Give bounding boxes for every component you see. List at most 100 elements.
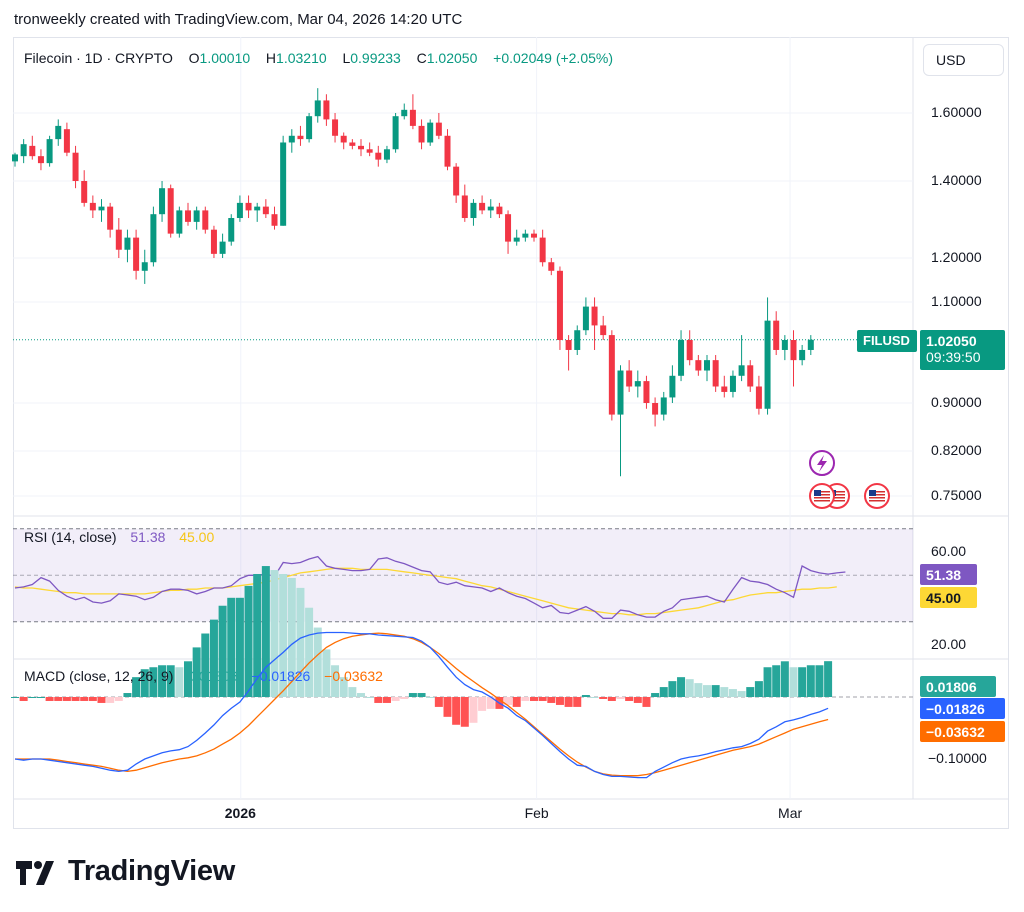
chart-frame xyxy=(13,37,1009,829)
macd-histogram-bar xyxy=(313,627,322,697)
price-axis-label: 1.20000 xyxy=(931,249,982,265)
flag-canton xyxy=(814,490,821,496)
price-axis-label: 0.82000 xyxy=(931,442,982,458)
macd-histogram-bar xyxy=(659,687,668,697)
candle xyxy=(254,206,261,211)
macd-histogram-bar xyxy=(478,697,487,711)
flag-stripe xyxy=(869,500,885,502)
symbol-legend[interactable]: Filecoin · 1D · CRYPTO O1.00010 H1.03210… xyxy=(24,50,613,66)
macd-histogram-bar xyxy=(443,697,452,717)
macd-histogram-bar xyxy=(469,697,478,723)
macd-histogram-bar xyxy=(651,693,660,697)
candle xyxy=(383,149,390,160)
candle xyxy=(729,375,736,392)
macd-histogram-bar xyxy=(270,570,279,697)
candle xyxy=(695,360,702,371)
candle xyxy=(678,340,685,376)
macd-histogram-bar xyxy=(737,691,746,697)
candle xyxy=(539,237,546,263)
macd-histogram-bar xyxy=(227,597,236,697)
tradingview-logo[interactable]: TradingView xyxy=(16,855,235,888)
candle xyxy=(271,214,278,226)
macd-legend-signal: −0.03632 xyxy=(324,668,383,684)
candle xyxy=(55,125,62,140)
macd-histogram-bar xyxy=(88,697,97,701)
candle xyxy=(747,365,754,387)
currency-button[interactable]: USD xyxy=(923,44,1004,76)
last-price-tag: 1.02050 09:39:50 xyxy=(920,330,1005,370)
candle xyxy=(29,145,36,157)
candle xyxy=(288,135,295,143)
macd-histogram-bar xyxy=(365,697,374,698)
time-axis-label: Mar xyxy=(778,805,803,821)
macd-histogram-bar xyxy=(486,697,495,709)
macd-histogram-bar xyxy=(512,697,521,707)
macd-histogram-bar xyxy=(322,649,331,697)
macd-histogram-bar xyxy=(763,667,772,697)
macd-histogram-bar xyxy=(728,689,737,697)
candle xyxy=(531,233,537,238)
candle xyxy=(124,237,131,250)
candle xyxy=(141,262,148,271)
candle xyxy=(72,152,79,181)
rsi-legend[interactable]: RSI (14, close) 51.38 45.00 xyxy=(24,529,214,545)
macd-histogram-bar xyxy=(521,697,530,701)
rsi-label[interactable]: RSI (14, close) xyxy=(24,529,117,545)
macd-label[interactable]: MACD (close, 12, 26, 9) xyxy=(24,668,174,684)
macd-histogram-bar xyxy=(668,681,677,697)
candle xyxy=(479,202,486,211)
candle xyxy=(167,188,174,234)
candle xyxy=(738,365,745,376)
candle xyxy=(755,386,762,409)
macd-legend-hist: 0.01806 xyxy=(187,668,238,684)
chart-caption: tronweekly created with TradingView.com,… xyxy=(14,11,463,28)
macd-histogram-bar xyxy=(149,667,158,697)
macd-legend-macd: −0.01826 xyxy=(251,668,311,684)
macd-histogram-bar xyxy=(54,697,63,701)
candle xyxy=(565,340,572,350)
candle xyxy=(799,349,806,361)
open-label: O xyxy=(188,50,200,66)
close-value: 1.02050 xyxy=(426,50,478,66)
macd-histogram-bar xyxy=(209,619,218,697)
candle xyxy=(660,397,667,415)
macd-histogram-bar xyxy=(192,647,201,697)
candle xyxy=(219,241,226,254)
flag-stripe xyxy=(829,494,845,496)
candle xyxy=(591,306,598,326)
candle xyxy=(470,202,477,219)
rsi-line xyxy=(14,555,846,619)
flag-stripe xyxy=(829,497,845,499)
macd-histogram-bar xyxy=(798,667,807,697)
candle xyxy=(262,206,269,215)
candle xyxy=(461,195,468,219)
macd-legend[interactable]: MACD (close, 12, 26, 9) 0.01806 −0.01826… xyxy=(24,668,383,684)
macd-histogram-bar xyxy=(261,566,270,697)
macd-histogram-bar xyxy=(780,661,789,697)
macd-histogram-bar xyxy=(806,665,815,697)
candle xyxy=(12,154,18,162)
event-icons xyxy=(809,450,890,509)
symbol-name[interactable]: Filecoin · 1D · CRYPTO xyxy=(24,50,173,66)
candle xyxy=(202,210,209,230)
candle xyxy=(781,340,788,350)
macd-histogram-bar xyxy=(45,697,54,701)
candle xyxy=(245,202,252,211)
macd-histogram-bar xyxy=(434,697,443,707)
candle xyxy=(435,122,442,136)
macd-histogram-bar xyxy=(824,661,833,697)
macd-histogram-bar xyxy=(114,697,123,701)
macd-histogram-bar xyxy=(287,577,296,697)
candle xyxy=(773,320,780,350)
candle xyxy=(193,210,200,222)
candle xyxy=(63,129,70,153)
macd-histogram-bar xyxy=(391,697,400,701)
candle xyxy=(608,335,615,415)
candle xyxy=(444,135,451,167)
candle xyxy=(392,116,399,150)
rsi-legend-value: 51.38 xyxy=(130,529,166,545)
macd-histogram-bar xyxy=(573,697,582,707)
macd-histogram-bar xyxy=(184,661,192,697)
candle xyxy=(98,206,105,211)
